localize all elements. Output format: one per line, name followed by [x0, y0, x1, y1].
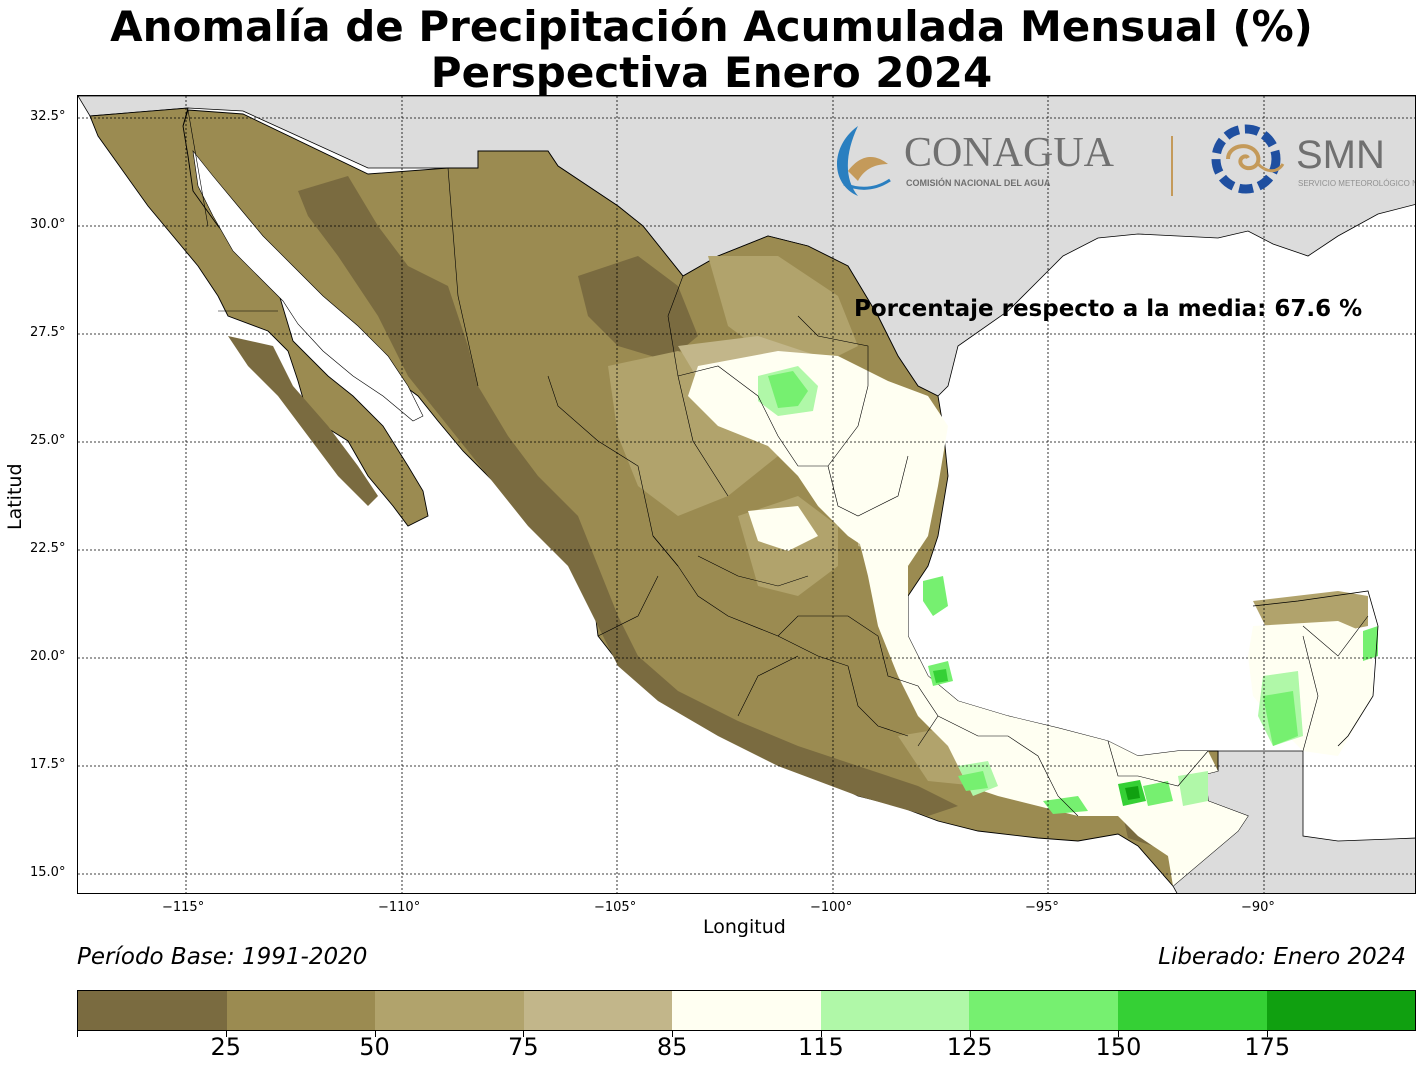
percentage-annotation: Porcentaje respecto a la media: 67.6 % [854, 296, 1363, 322]
colorbar-tick-label: 85 [656, 1033, 688, 1061]
x-tick-label: −105° [594, 900, 637, 915]
colorbar-tick-label: 75 [508, 1033, 539, 1061]
colorbar-segment [820, 991, 970, 1030]
x-tick-label: −95° [1025, 900, 1059, 915]
colorbar-segment [1266, 991, 1416, 1030]
colorbar-tick [969, 1031, 971, 1037]
colorbar-tick [820, 1031, 822, 1037]
colorbar-segment [1117, 991, 1267, 1030]
y-tick-label: 27.5° [30, 325, 66, 340]
release-date-label: Liberado: Enero 2024 [1158, 944, 1406, 970]
colorbar-tick [1267, 1031, 1269, 1037]
y-tick-label: 15.0° [30, 865, 66, 880]
colorbar-segment [969, 991, 1118, 1030]
colorbar-segment [523, 991, 673, 1030]
y-tick-label: 30.0° [30, 217, 66, 232]
colorbar-segment [375, 991, 524, 1030]
colorbar-tick [1118, 1031, 1120, 1037]
grid-lines [78, 96, 1415, 893]
colorbar-tick-label: 50 [359, 1033, 390, 1061]
colorbar-tick [523, 1031, 525, 1037]
colorbar-segment [78, 991, 227, 1030]
conagua-subtitle: COMISIÓN NACIONAL DEL AGUA [906, 177, 1051, 188]
y-tick-label: 32.5° [30, 109, 66, 124]
colorbar-tick-label: 115 [797, 1033, 844, 1061]
map-panel: CONAGUA COMISIÓN NACIONAL DEL AGUA SMN S… [77, 95, 1416, 894]
colorbar-segment [672, 991, 821, 1030]
y-tick-label: 25.0° [30, 433, 66, 448]
x-tick-label: −90° [1241, 900, 1275, 915]
anomaly-gt175 [1125, 786, 1140, 800]
conagua-logo: CONAGUA COMISIÓN NACIONAL DEL AGUA [837, 126, 1173, 196]
x-tick-label: −110° [378, 900, 421, 915]
colorbar-tick [77, 1031, 78, 1037]
map-title-line2: Perspectiva Enero 2024 [430, 48, 993, 97]
y-tick-label: 20.0° [30, 649, 66, 664]
precipitation-map: CONAGUA COMISIÓN NACIONAL DEL AGUA SMN S… [78, 96, 1416, 893]
base-period-label: Período Base: 1991-2020 [77, 944, 368, 970]
colorbar-tick-label: 25 [210, 1033, 242, 1061]
y-tick-label: 17.5° [30, 757, 66, 772]
colorbar [77, 990, 1416, 1031]
x-tick-label: −100° [810, 900, 853, 915]
colorbar-tick [374, 1031, 376, 1037]
conagua-name: CONAGUA [904, 130, 1115, 176]
colorbar-tick [225, 1031, 227, 1037]
map-title-line1: Anomalía de Precipitación Acumulada Mens… [110, 2, 1313, 51]
y-tick-label: 22.5° [30, 541, 66, 556]
yucatan-outline [1252, 590, 1379, 747]
gulf-of-california [192, 149, 424, 422]
colorbar-tick [672, 1031, 674, 1037]
colorbar-segment [226, 991, 376, 1030]
colorbar-tick-label: 175 [1244, 1033, 1291, 1061]
smn-name: SMN [1296, 133, 1385, 177]
x-tick-label: −115° [162, 900, 205, 915]
smn-subtitle: SERVICIO METEOROLÓGICO NACIONAL [1298, 179, 1416, 188]
anomaly-125-150 [768, 371, 1378, 814]
y-axis-label: Latitud [4, 463, 26, 530]
colorbar-tick-label: 150 [1095, 1033, 1142, 1061]
colorbar-tick-label: 125 [946, 1033, 993, 1061]
smn-logo: SMN SERVICIO METEOROLÓGICO NACIONAL [1211, 124, 1416, 194]
x-axis-label: Longitud [703, 916, 786, 938]
state-borders [187, 109, 1369, 817]
